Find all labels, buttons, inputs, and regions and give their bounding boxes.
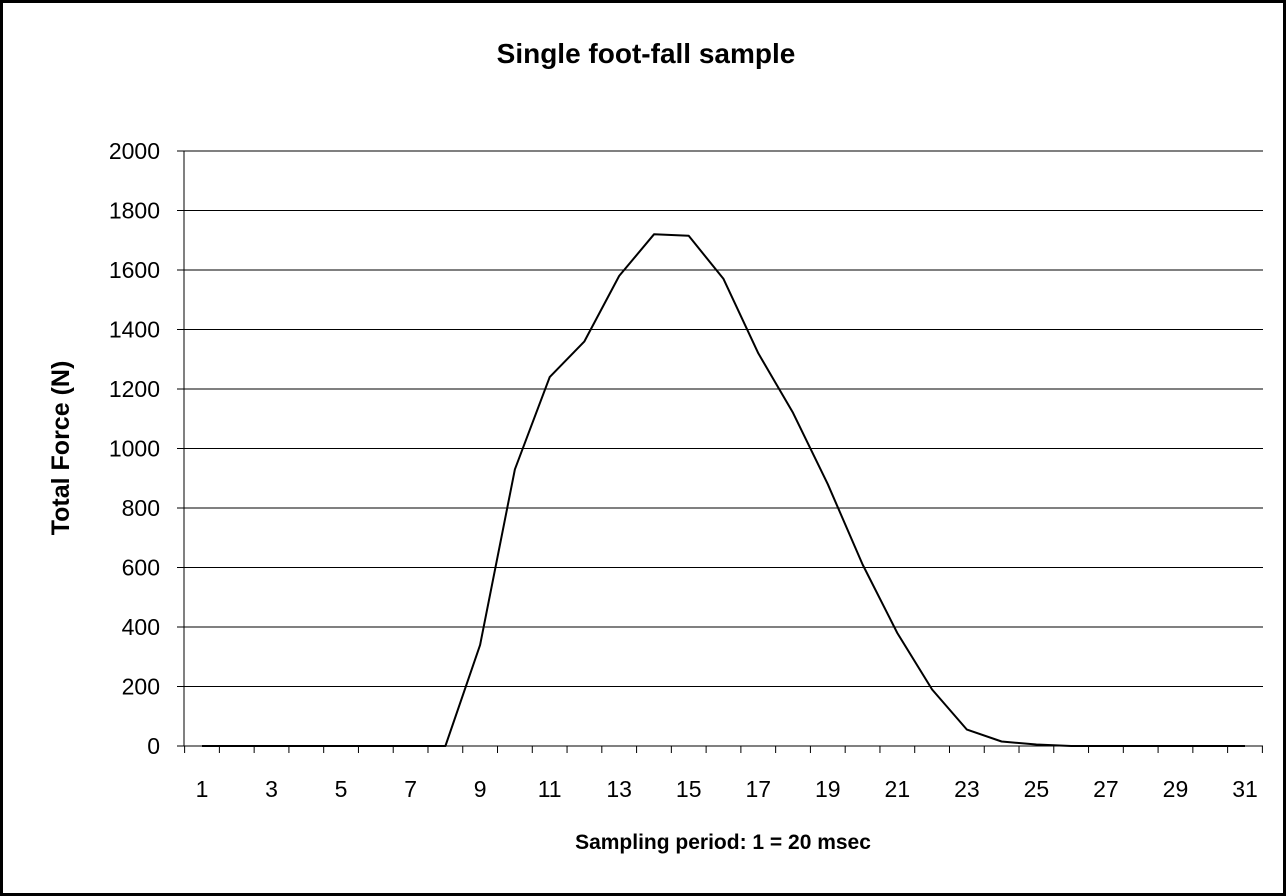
x-tick-label: 17: [745, 776, 771, 802]
y-tick-label: 0: [147, 733, 160, 759]
x-tick-label: 31: [1232, 776, 1258, 802]
x-tick-label: 21: [885, 776, 911, 802]
y-tick-labels: 0 200 400 600 800 1000 1200 1400 1600 1800 2000: [109, 138, 160, 759]
x-tick-label: 25: [1024, 776, 1050, 802]
y-tick-label: 400: [122, 614, 160, 640]
y-tick-label: 1600: [109, 257, 160, 283]
x-tick-label: 29: [1163, 776, 1189, 802]
y-axis-label: Total Force (N): [47, 361, 75, 536]
y-tick-label: 1200: [109, 376, 160, 402]
y-tick-label: 800: [122, 495, 160, 521]
chart-title: Single foot-fall sample: [497, 38, 796, 69]
x-tick-label: 9: [474, 776, 487, 802]
axes: [177, 150, 1263, 753]
x-tick-label: 5: [335, 776, 348, 802]
x-tick-label: 11: [538, 776, 562, 802]
x-tick-label: 15: [676, 776, 702, 802]
x-tick-label: 3: [265, 776, 278, 802]
chart: Single foot-fall sample 0 200 400 600 800 100…: [47, 38, 1263, 854]
x-tick-label: 19: [815, 776, 841, 802]
y-tick-label: 1000: [109, 436, 160, 462]
series-layer: [201, 233, 1246, 747]
x-tick-label: 13: [606, 776, 632, 802]
series-line: [202, 233, 1245, 747]
gridlines: [184, 150, 1263, 687]
y-tick-label: 1800: [109, 198, 160, 224]
x-tick-label: 1: [196, 776, 209, 802]
x-tick-labels: 1 3 5 7 9 11 13 15 17 19 21 23 25 27 29 31: [196, 776, 1258, 802]
y-tick-label: 200: [122, 674, 160, 700]
y-tick-label: 2000: [109, 138, 160, 164]
x-tick-label: 27: [1093, 776, 1119, 802]
y-tick-label: 600: [122, 555, 160, 581]
y-tick-label: 1400: [109, 317, 160, 343]
x-axis-label: Sampling period: 1 = 20 msec: [575, 831, 871, 854]
x-tick-label: 7: [404, 776, 417, 802]
x-tick-label: 23: [954, 776, 980, 802]
